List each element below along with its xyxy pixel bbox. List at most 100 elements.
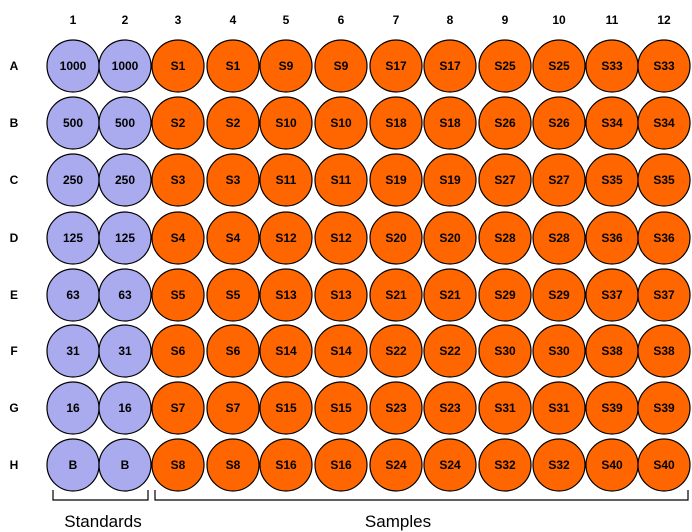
well-label: 500: [115, 116, 135, 130]
well-label: S20: [439, 231, 461, 245]
well-label: S19: [385, 173, 407, 187]
well-label: S15: [330, 401, 352, 415]
sample-well-circle: [532, 39, 586, 93]
well-H3: S8: [151, 438, 205, 492]
well-G10: S31: [532, 381, 586, 435]
standard-well-circle: [98, 268, 152, 322]
well-F6: S14: [314, 324, 368, 378]
sample-well-circle: [206, 268, 260, 322]
standard-well-circle: [98, 381, 152, 435]
sample-well-circle: [423, 39, 477, 93]
sample-well-circle: [206, 381, 260, 435]
well-label: S31: [494, 401, 516, 415]
sample-well-circle: [151, 324, 205, 378]
well-D6: S12: [314, 211, 368, 265]
well-label: S1: [171, 59, 186, 73]
well-G7: S23: [369, 381, 423, 435]
samples-label: Samples: [365, 512, 431, 531]
well-C7: S19: [369, 153, 423, 207]
sample-well-circle: [206, 211, 260, 265]
well-label: S39: [653, 401, 675, 415]
sample-well-circle: [151, 438, 205, 492]
well-label: S27: [548, 173, 570, 187]
sample-well-circle: [478, 96, 532, 150]
well-label: S24: [439, 458, 461, 472]
sample-well-circle: [637, 39, 691, 93]
row-header-E: E: [10, 288, 18, 302]
well-label: S9: [334, 59, 349, 73]
well-A10: S25: [532, 39, 586, 93]
sample-well-circle: [151, 381, 205, 435]
sample-well-circle: [206, 96, 260, 150]
well-label: 125: [115, 231, 135, 245]
sample-well-circle: [259, 381, 313, 435]
sample-well-circle: [151, 211, 205, 265]
sample-well-circle: [206, 153, 260, 207]
well-C10: S27: [532, 153, 586, 207]
well-label: 31: [118, 344, 132, 358]
well-E9: S29: [478, 268, 532, 322]
well-C6: S11: [314, 153, 368, 207]
well-label: S33: [601, 59, 623, 73]
sample-well-circle: [637, 211, 691, 265]
well-label: S29: [548, 288, 570, 302]
sample-well-circle: [478, 268, 532, 322]
well-label: S11: [276, 173, 297, 187]
well-A2: 1000: [98, 39, 152, 93]
well-label: S38: [653, 344, 675, 358]
row-header-F: F: [10, 344, 17, 358]
well-H4: S8: [206, 438, 260, 492]
well-label: 16: [118, 401, 132, 415]
row-header-G: G: [9, 401, 18, 415]
well-D11: S36: [585, 211, 639, 265]
row-header-H: H: [10, 458, 19, 472]
sample-well-circle: [151, 268, 205, 322]
well-A11: S33: [585, 39, 639, 93]
well-label: S30: [548, 344, 570, 358]
well-A8: S17: [423, 39, 477, 93]
well-label: S4: [226, 231, 241, 245]
sample-well-circle: [369, 96, 423, 150]
column-header-7: 7: [393, 13, 400, 27]
well-label: S8: [226, 458, 241, 472]
well-label: S3: [171, 173, 186, 187]
well-label: B: [69, 458, 78, 472]
column-header-5: 5: [283, 13, 290, 27]
sample-well-circle: [314, 268, 368, 322]
standard-well-circle: [98, 438, 152, 492]
well-label: 31: [66, 344, 80, 358]
well-F10: S30: [532, 324, 586, 378]
well-label: 1000: [60, 59, 87, 73]
well-label: S34: [601, 116, 623, 130]
well-label: S14: [330, 344, 352, 358]
well-H11: S40: [585, 438, 639, 492]
well-C11: S35: [585, 153, 639, 207]
column-header-11: 11: [606, 13, 619, 27]
sample-well-circle: [314, 39, 368, 93]
well-G9: S31: [478, 381, 532, 435]
well-label: S22: [385, 344, 407, 358]
well-E6: S13: [314, 268, 368, 322]
standard-well-circle: [98, 211, 152, 265]
well-C9: S27: [478, 153, 532, 207]
column-header-1: 1: [70, 13, 77, 27]
well-B7: S18: [369, 96, 423, 150]
well-G12: S39: [637, 381, 691, 435]
well-B9: S26: [478, 96, 532, 150]
sample-well-circle: [478, 324, 532, 378]
well-C3: S3: [151, 153, 205, 207]
standard-well-circle: [98, 39, 152, 93]
well-H12: S40: [637, 438, 691, 492]
well-D7: S20: [369, 211, 423, 265]
well-label: S12: [275, 231, 297, 245]
sample-well-circle: [532, 268, 586, 322]
well-E7: S21: [369, 268, 423, 322]
well-label: S22: [439, 344, 461, 358]
well-label: S38: [601, 344, 623, 358]
well-label: S13: [330, 288, 352, 302]
sample-well-circle: [637, 268, 691, 322]
well-F7: S22: [369, 324, 423, 378]
well-label: S5: [171, 288, 186, 302]
well-label: S24: [385, 458, 407, 472]
